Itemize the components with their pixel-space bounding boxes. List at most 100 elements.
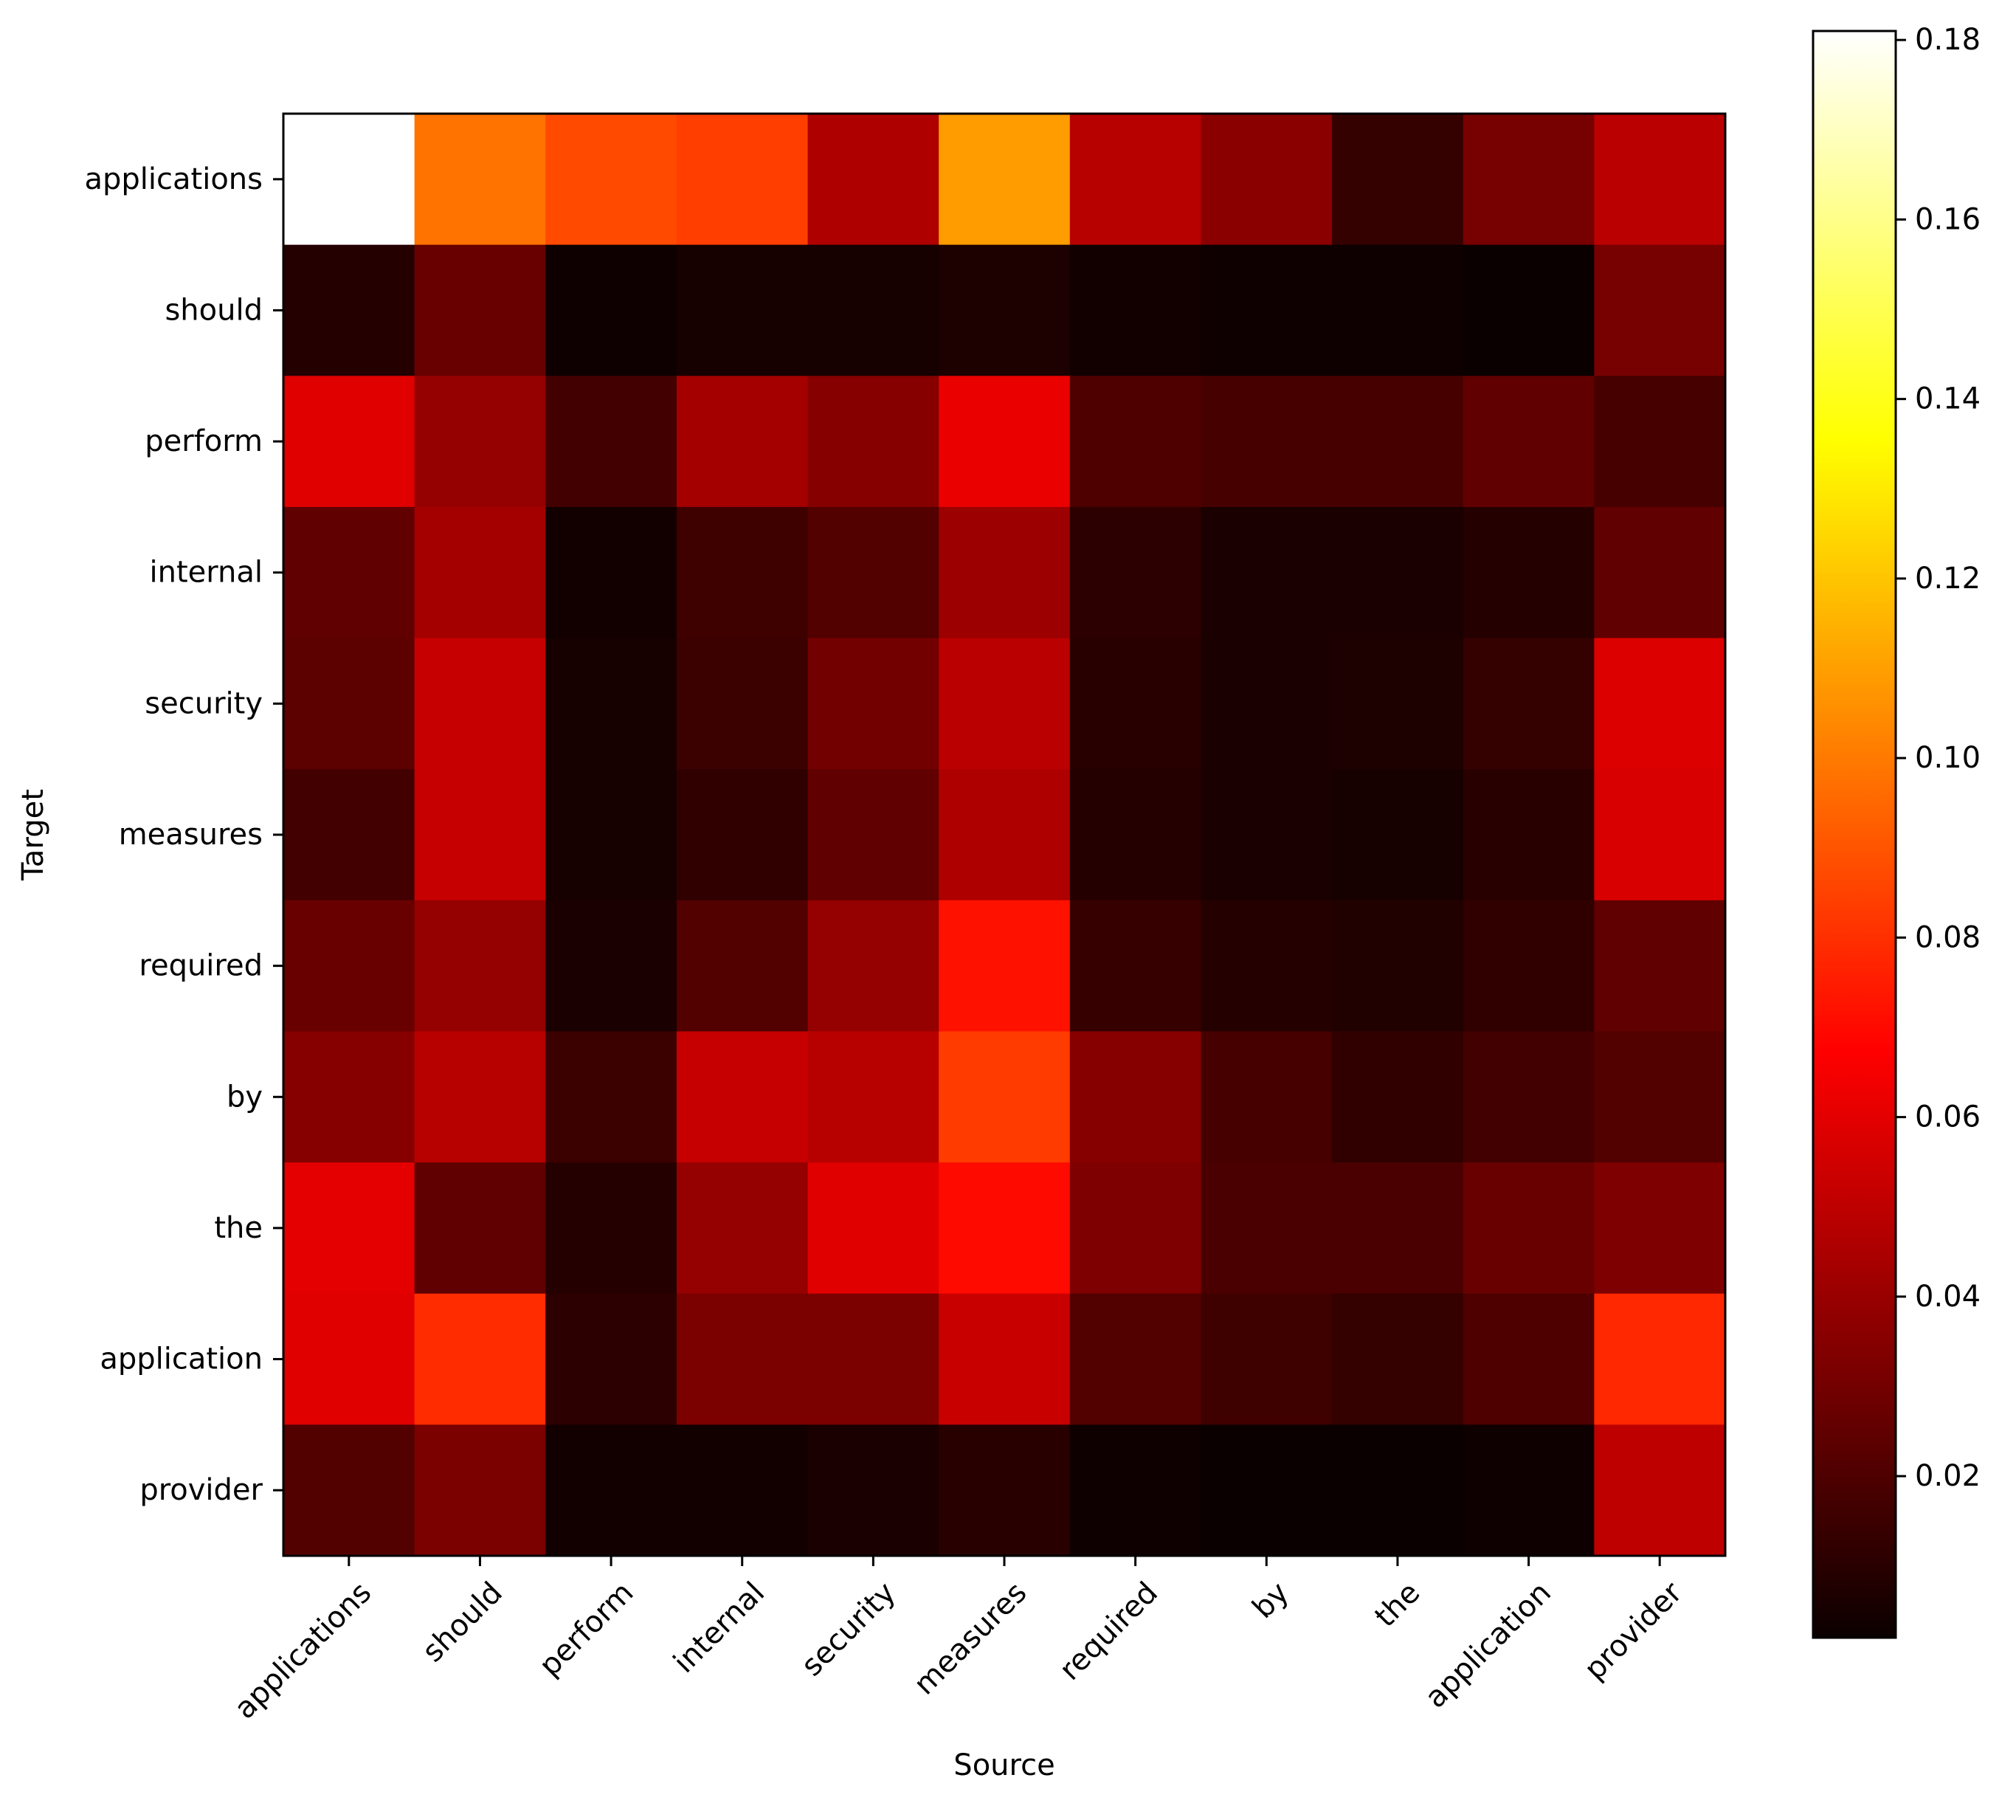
heatmap-cell-1-3 <box>676 244 809 376</box>
heatmap-cell-4-10 <box>1594 638 1726 770</box>
x-tick-label: measures <box>908 1576 1034 1702</box>
heatmap-cell-2-1 <box>414 376 546 508</box>
heatmap-cell-2-0 <box>283 376 415 508</box>
heatmap-cell-5-4 <box>807 769 939 901</box>
y-axis-label: Target <box>16 789 50 881</box>
heatmap-cell-5-9 <box>1463 769 1595 901</box>
heatmap-cell-3-8 <box>1332 506 1464 639</box>
heatmap-cell-4-3 <box>676 638 809 770</box>
heatmap-cell-1-0 <box>283 244 415 376</box>
heatmap-cell-3-3 <box>676 506 809 639</box>
heatmap-cell-4-1 <box>414 638 546 770</box>
heatmap-cell-0-5 <box>939 114 1071 246</box>
heatmap-cell-2-8 <box>1332 376 1464 508</box>
heatmap-cell-10-10 <box>1594 1424 1726 1557</box>
y-tick-label: security <box>145 686 263 720</box>
heatmap-cell-2-9 <box>1463 376 1595 508</box>
colorbar-tick-label: 0.16 <box>1915 202 1981 236</box>
heatmap-cell-3-5 <box>939 506 1071 639</box>
heatmap-cell-4-7 <box>1201 638 1333 770</box>
heatmap-cell-0-4 <box>807 114 939 246</box>
heatmap-cell-4-6 <box>1069 638 1202 770</box>
heatmap-cell-10-0 <box>283 1424 415 1557</box>
heatmap-cell-5-10 <box>1594 769 1726 901</box>
heatmap-cell-7-0 <box>283 1031 415 1163</box>
heatmap-cell-10-3 <box>676 1424 809 1557</box>
heatmap-cell-2-2 <box>545 376 677 508</box>
heatmap-cell-5-2 <box>545 769 677 901</box>
heatmap-cell-8-5 <box>939 1162 1071 1295</box>
heatmap-cell-1-9 <box>1463 244 1595 376</box>
heatmap-cell-5-8 <box>1332 769 1464 901</box>
heatmap-cell-10-2 <box>545 1424 677 1557</box>
heatmap-cell-1-6 <box>1069 244 1202 376</box>
heatmap-cell-10-8 <box>1332 1424 1464 1557</box>
heatmap-cell-5-3 <box>676 769 809 901</box>
heatmap-cell-9-4 <box>807 1293 939 1425</box>
heatmap-cell-7-2 <box>545 1031 677 1163</box>
heatmap-cell-9-8 <box>1332 1293 1464 1425</box>
heatmap-cell-6-6 <box>1069 900 1202 1033</box>
heatmap-cell-6-4 <box>807 900 939 1033</box>
y-tick-label: internal <box>150 556 263 590</box>
colorbar <box>1812 30 1897 1639</box>
heatmap-cell-10-6 <box>1069 1424 1202 1557</box>
y-tick-label: provider <box>139 1473 263 1507</box>
heatmap-cell-9-0 <box>283 1293 415 1425</box>
y-tick-label: by <box>227 1080 263 1114</box>
y-tick-label: application <box>100 1342 263 1376</box>
heatmap-cell-8-9 <box>1463 1162 1595 1295</box>
heatmap-cell-2-3 <box>676 376 809 508</box>
heatmap-cell-4-4 <box>807 638 939 770</box>
x-tick-label: required <box>1053 1576 1164 1687</box>
heatmap-cell-8-6 <box>1069 1162 1202 1295</box>
colorbar-tick-label: 0.04 <box>1915 1280 1981 1314</box>
heatmap-cell-3-10 <box>1594 506 1726 639</box>
y-tick-label: applications <box>85 162 263 196</box>
heatmap-cell-6-2 <box>545 900 677 1033</box>
heatmap-cell-0-2 <box>545 114 677 246</box>
heatmap-cell-2-5 <box>939 376 1071 508</box>
heatmap-cell-7-7 <box>1201 1031 1333 1163</box>
y-tick-label: the <box>214 1211 263 1245</box>
heatmap-cell-3-1 <box>414 506 546 639</box>
heatmap-cell-5-7 <box>1201 769 1333 901</box>
heatmap-cell-8-0 <box>283 1162 415 1295</box>
heatmap-cell-4-0 <box>283 638 415 770</box>
heatmap-cell-7-8 <box>1332 1031 1464 1163</box>
heatmap-cell-2-4 <box>807 376 939 508</box>
heatmap-cell-9-6 <box>1069 1293 1202 1425</box>
heatmap-cell-0-3 <box>676 114 809 246</box>
heatmap-cell-2-10 <box>1594 376 1726 508</box>
heatmap-cell-1-4 <box>807 244 939 376</box>
heatmap-cell-8-1 <box>414 1162 546 1295</box>
y-tick-label: required <box>139 949 263 983</box>
y-tick-label: measures <box>119 818 263 852</box>
heatmap-cell-10-5 <box>939 1424 1071 1557</box>
heatmap-cell-7-1 <box>414 1031 546 1163</box>
heatmap-cell-1-7 <box>1201 244 1333 376</box>
heatmap-cell-0-8 <box>1332 114 1464 246</box>
heatmap-cell-5-1 <box>414 769 546 901</box>
heatmap-cell-3-4 <box>807 506 939 639</box>
x-axis-label: Source <box>953 1748 1054 1782</box>
heatmap-cell-0-6 <box>1069 114 1202 246</box>
heatmap-cell-6-1 <box>414 900 546 1033</box>
x-tick-label: applications <box>228 1576 378 1726</box>
heatmap-cell-0-7 <box>1201 114 1333 246</box>
heatmap-cell-0-0 <box>283 114 415 246</box>
heatmap-cell-5-6 <box>1069 769 1202 901</box>
colorbar-tick-label: 0.08 <box>1915 920 1981 954</box>
x-tick-label: by <box>1246 1576 1295 1625</box>
heatmap-cell-3-9 <box>1463 506 1595 639</box>
heatmap-cell-0-9 <box>1463 114 1595 246</box>
colorbar-tick-label: 0.18 <box>1915 23 1981 57</box>
heatmap-cell-8-2 <box>545 1162 677 1295</box>
heatmap-cell-7-3 <box>676 1031 809 1163</box>
colorbar-tick-label: 0.14 <box>1915 382 1981 416</box>
x-tick-label: the <box>1368 1576 1426 1634</box>
heatmap-cell-9-9 <box>1463 1293 1595 1425</box>
heatmap-cell-1-1 <box>414 244 546 376</box>
heatmap-cell-6-9 <box>1463 900 1595 1033</box>
